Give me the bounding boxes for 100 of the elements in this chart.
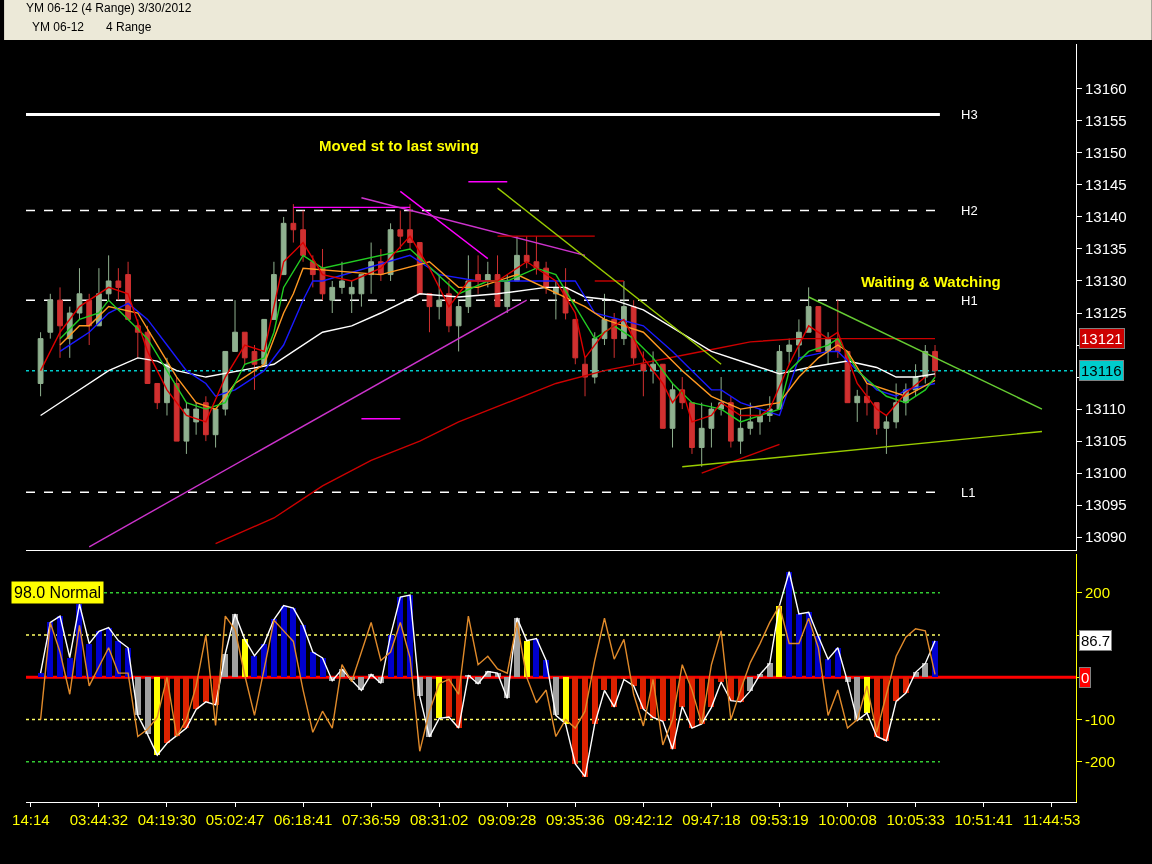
candlestick [815, 306, 822, 352]
bar [310, 652, 316, 677]
y-tick-label: 13160 [1085, 80, 1127, 98]
candlestick [212, 408, 219, 449]
bar [524, 641, 530, 677]
bar [922, 663, 928, 677]
bar [397, 597, 403, 677]
bar [660, 677, 666, 721]
candlestick [523, 235, 530, 269]
candlestick [397, 210, 404, 250]
bar [203, 677, 209, 702]
candlestick [494, 254, 501, 308]
x-tick-label: 14:14 [12, 811, 50, 828]
candlestick [76, 267, 83, 320]
ref-line-label: H1 [961, 293, 978, 308]
candlestick [883, 414, 890, 455]
bar [601, 677, 607, 690]
bar [67, 658, 73, 677]
bar [767, 663, 773, 677]
text: YM 06-12 [32, 20, 85, 34]
x-tick-label: 10:00:08 [818, 811, 877, 828]
x-tick-label: 10:51:41 [954, 811, 1013, 828]
candlestick [339, 261, 345, 295]
bar [796, 614, 802, 677]
bar [533, 639, 539, 677]
bar [553, 677, 559, 715]
bar [563, 677, 569, 724]
line-series [39, 604, 936, 752]
candlestick [591, 331, 598, 384]
bar [281, 606, 287, 677]
candlestick [669, 382, 676, 449]
candlestick [154, 382, 161, 410]
annotation: Waiting & Watching [861, 273, 1001, 290]
candlestick [37, 331, 44, 397]
text: 4 Range [106, 20, 152, 34]
bar [96, 631, 102, 677]
ref-line-label: L1 [961, 485, 976, 500]
y-tick-label: 13090 [1085, 528, 1127, 546]
bar [446, 677, 452, 717]
annotation: 86.7 [1081, 632, 1111, 649]
y-tick-label: 200 [1085, 584, 1111, 602]
line-series [214, 337, 936, 545]
y-tick-label: 13125 [1085, 304, 1127, 322]
candlestick [57, 286, 63, 359]
candlestick [290, 203, 297, 244]
bar [582, 677, 588, 777]
bar [38, 673, 44, 677]
x-tick-label: 03:44:32 [69, 811, 129, 828]
candlestick [426, 293, 433, 333]
bar [154, 677, 160, 755]
candlestick [640, 350, 647, 397]
candlestick [484, 261, 491, 288]
x-tick-label: 05:02:47 [205, 811, 265, 828]
bar [679, 677, 685, 707]
chart-title: YM 06-12 (4 Range) 3/30/2012 [26, 1, 192, 16]
candlestick [300, 210, 306, 263]
y-tick-label: -200 [1085, 753, 1116, 771]
ref-line-label: H2 [961, 203, 978, 218]
text: 13121 [1081, 330, 1123, 347]
annotation: 98.0 Normal [14, 584, 102, 601]
candlestick [193, 402, 200, 436]
candlestick [757, 408, 763, 436]
candlestick [864, 382, 870, 416]
bar [436, 677, 442, 718]
candlestick [582, 357, 588, 397]
candlestick [173, 376, 180, 442]
y-tick-label: 13150 [1085, 144, 1127, 162]
x-tick-label: 09:42:12 [614, 811, 673, 828]
candlestick [251, 344, 258, 391]
x-tick-label: 09:47:18 [682, 811, 741, 828]
candlestick [475, 254, 481, 295]
x-tick-label: 04:19:30 [137, 811, 197, 828]
x-tick-label: 08:31:02 [409, 811, 469, 828]
candlestick [348, 280, 355, 314]
ref-line-label: 0 [1081, 669, 1090, 686]
ref-line-label: H3 [961, 107, 978, 122]
candlestick [436, 274, 443, 320]
candlestick [183, 402, 190, 455]
bar [300, 625, 306, 677]
candlestick [854, 389, 861, 423]
x-tick-label: 07:36:59 [341, 811, 401, 828]
candlestick [241, 331, 248, 365]
x-tick-label: 09:35:36 [546, 811, 605, 828]
x-tick-label: 09:53:19 [750, 811, 809, 828]
candlestick [329, 280, 336, 314]
candlestick [47, 293, 54, 340]
y-tick-label: 13145 [1085, 176, 1127, 194]
y-tick-label: 13100 [1085, 464, 1127, 482]
candlestick [455, 299, 462, 352]
bar [718, 677, 724, 682]
bar [640, 677, 646, 709]
candlestick [893, 382, 900, 429]
candlestick [105, 254, 112, 301]
candlestick [873, 402, 880, 436]
y-tick-label: -100 [1085, 710, 1116, 728]
bar [572, 677, 578, 764]
candlestick [698, 402, 705, 468]
bar [825, 659, 831, 677]
candlestick [572, 318, 579, 365]
candlestick [922, 344, 929, 384]
